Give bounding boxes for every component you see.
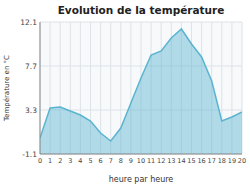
x-tick-label: 7 — [109, 157, 113, 165]
area-line — [40, 29, 242, 141]
x-tick-label: 10 — [137, 157, 145, 165]
x-tick-label: 1 — [48, 157, 52, 165]
x-tick-label: 3 — [68, 157, 72, 165]
y-tick-label: 7.7 — [25, 62, 37, 71]
y-grid-line — [40, 154, 242, 155]
x-grid-line — [110, 22, 111, 154]
x-tick-label: 12 — [157, 157, 165, 165]
x-grid-line — [40, 22, 41, 154]
y-tick-label: 12.1 — [20, 18, 37, 27]
x-tick-label: 14 — [177, 157, 185, 165]
x-tick-label: 6 — [99, 157, 103, 165]
x-tick-label: 0 — [38, 157, 42, 165]
x-tick-label: 18 — [218, 157, 226, 165]
x-tick-label: 4 — [78, 157, 82, 165]
x-axis-line — [40, 154, 242, 155]
x-tick-label: 8 — [119, 157, 123, 165]
x-tick-label: 5 — [88, 157, 92, 165]
data-group — [40, 29, 242, 154]
plot-background — [40, 22, 242, 154]
y-tick-label: -1.1 — [22, 150, 37, 159]
x-tick-label: 15 — [187, 157, 195, 165]
x-tick-label: 9 — [129, 157, 133, 165]
x-tick-label: 2 — [58, 157, 62, 165]
area-fill — [40, 29, 242, 154]
y-axis-label: Température en °C — [3, 55, 11, 122]
x-tick-label: 20 — [238, 157, 246, 165]
chart-title: Evolution de la température — [58, 4, 225, 16]
x-tick-label: 19 — [228, 157, 236, 165]
chart-svg: -1.13.37.712.101234567891011121314151617… — [0, 0, 250, 188]
grid — [40, 22, 242, 154]
x-tick-label: 17 — [208, 157, 216, 165]
x-tick-label: 16 — [197, 157, 205, 165]
x-axis-label: heure par heure — [109, 175, 174, 184]
x-tick-label: 11 — [147, 157, 155, 165]
y-axis-line — [40, 22, 41, 154]
x-tick-label: 13 — [167, 157, 175, 165]
y-tick-label: 3.3 — [25, 106, 37, 115]
chart-container: -1.13.37.712.101234567891011121314151617… — [0, 0, 250, 188]
